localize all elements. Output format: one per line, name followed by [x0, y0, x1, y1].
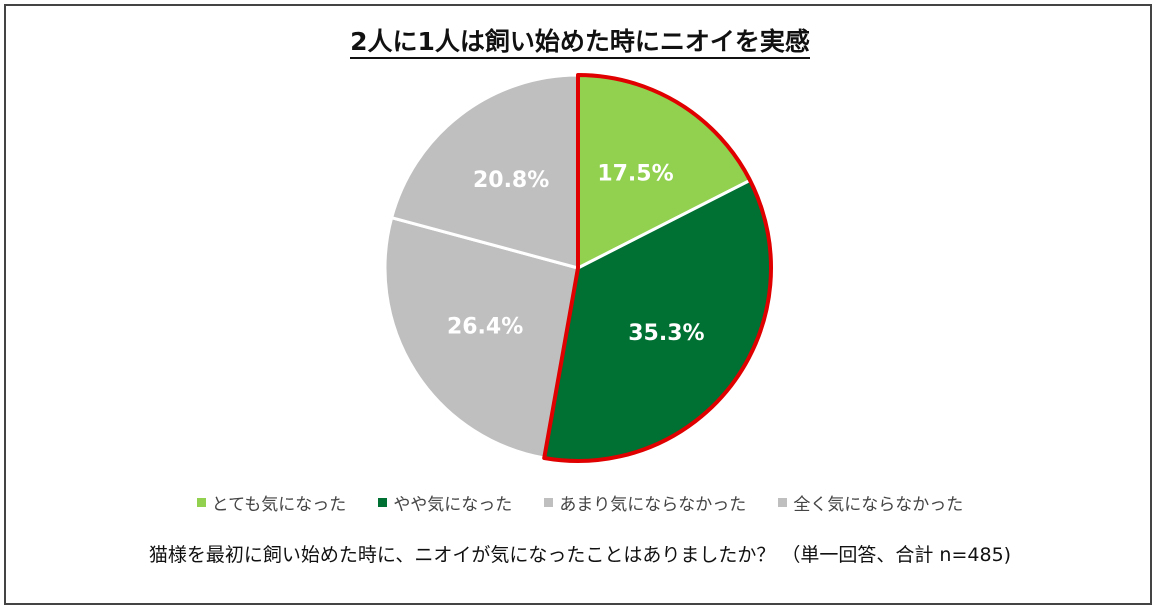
pie-slice-3 — [389, 73, 580, 270]
chart-title: 2人に1人は飼い始めた時にニオイを実感 — [0, 22, 1160, 59]
legend-item-1: やや気になった — [378, 490, 512, 515]
pie-label-0: 17.5% — [597, 162, 673, 187]
legend: とても気になった やや気になった あまり気にならなかった 全く気にならなかった — [0, 490, 1160, 515]
legend-item-3: 全く気にならなかった — [778, 490, 963, 515]
legend-label-1: やや気になった — [393, 495, 513, 515]
legend-swatch-3 — [778, 498, 788, 507]
legend-swatch-1 — [378, 498, 388, 507]
legend-label-0: とても気になった — [211, 495, 347, 515]
survey-question-footnote: 猫様を最初に飼い始めた時に、ニオイが気になったことはありましたか？ （単一回答、… — [148, 544, 1012, 566]
pie-slice-2 — [383, 215, 580, 460]
legend-label-3: 全く気にならなかった — [793, 495, 964, 515]
pie-label-3: 20.8% — [473, 168, 549, 193]
pie-label-2: 26.4% — [447, 314, 523, 339]
highlight-outline — [542, 73, 773, 463]
pie-highlight — [542, 73, 773, 463]
chart-title-text: 2人に1人は飼い始めた時にニオイを実感 — [350, 27, 810, 59]
legend-item-2: あまり気にならなかった — [544, 490, 746, 515]
legend-swatch-0 — [196, 498, 206, 507]
legend-label-2: あまり気にならなかった — [559, 495, 747, 515]
pie-label-1: 35.3% — [628, 321, 704, 346]
legend-item-0: とても気になった — [196, 490, 347, 515]
legend-swatch-2 — [544, 498, 554, 507]
pie-data-labels: 17.5% 35.3% 26.4% 20.8% — [447, 162, 705, 346]
